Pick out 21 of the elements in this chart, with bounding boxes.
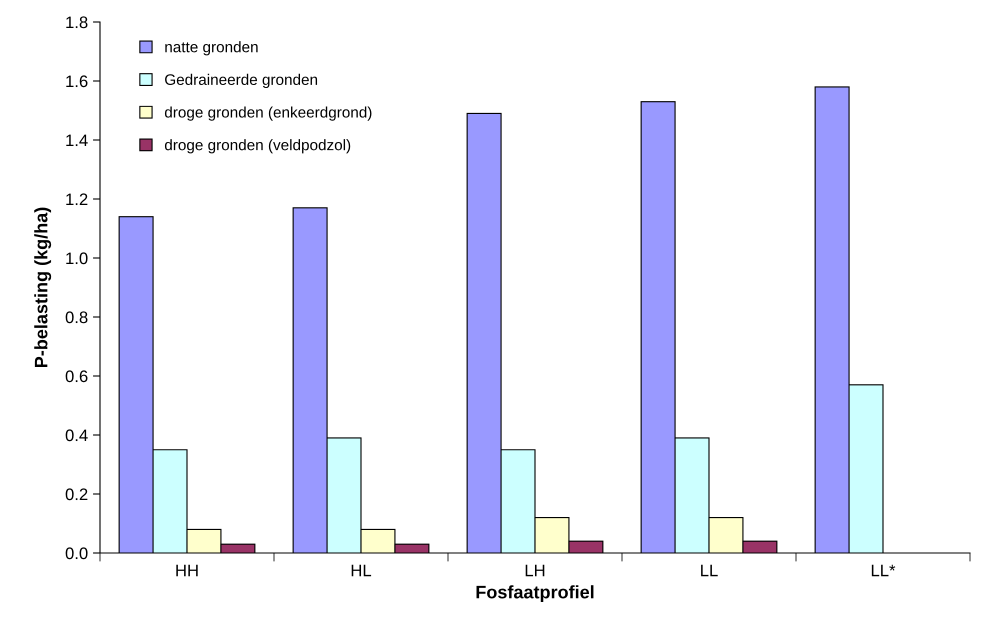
- y-tick-label: 0.8: [66, 311, 88, 324]
- x-tick-label: LH: [526, 564, 544, 576]
- legend-label: droge gronden (veldpodzol): [164, 139, 350, 154]
- x-tick-label: LL: [701, 564, 718, 576]
- y-axis-title: P-belasting (kg/ha): [34, 208, 52, 368]
- y-tick-label: 0.4: [66, 429, 88, 442]
- y-tick-label: 0.0: [66, 547, 88, 560]
- y-tick-label: 1.6: [66, 75, 88, 88]
- y-tick-label: 1.2: [66, 193, 88, 206]
- y-tick-label: 1.8: [66, 16, 88, 28]
- x-axis-title: Fosfaatprofiel: [476, 585, 594, 602]
- legend-label: Gedraineerde gronden: [165, 74, 318, 88]
- y-tick-label: 1.4: [66, 134, 88, 146]
- legend-label: natte gronden: [165, 41, 258, 56]
- legend-label: droge gronden (enkeerdgrond): [164, 106, 372, 121]
- y-tick-label: 0.2: [66, 488, 88, 500]
- x-tick-label: HL: [352, 564, 372, 576]
- x-tick-label: LL*: [872, 564, 896, 576]
- x-tick-label: HH: [176, 564, 198, 576]
- y-tick-label: 1.0: [66, 252, 88, 264]
- y-tick-label: 0.6: [66, 370, 88, 382]
